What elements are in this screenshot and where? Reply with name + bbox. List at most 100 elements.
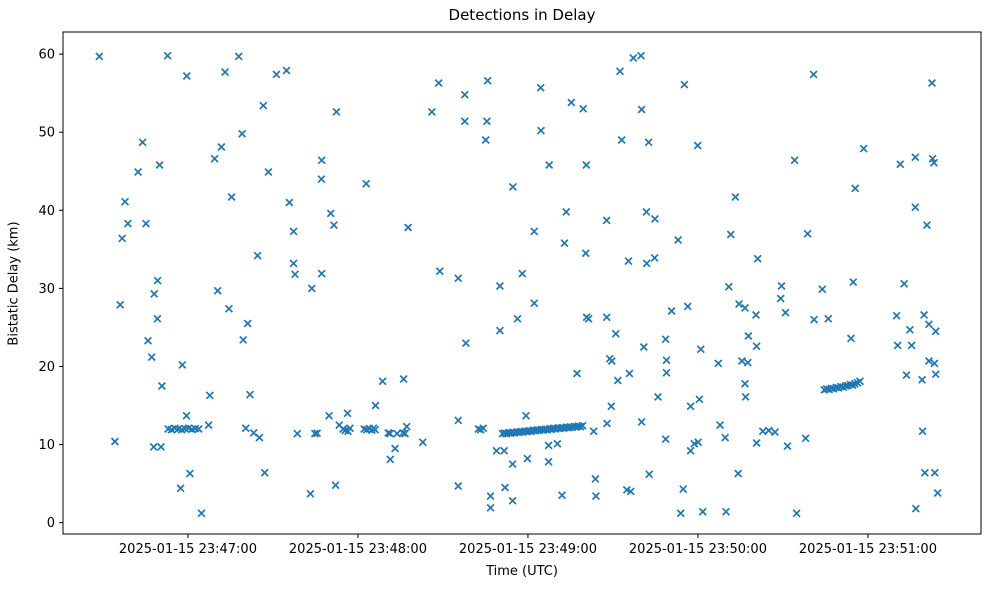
- data-point: [582, 160, 591, 170]
- data-point: [317, 175, 326, 184]
- data-point: [626, 487, 635, 496]
- data-point: [479, 424, 488, 433]
- data-point: [163, 51, 172, 60]
- data-point: [629, 53, 638, 63]
- data-point: [892, 311, 901, 320]
- data-point: [371, 401, 380, 410]
- data-point: [483, 76, 492, 85]
- data-point: [790, 156, 799, 165]
- data-point: [859, 144, 868, 153]
- data-point: [217, 142, 226, 152]
- data-point: [289, 227, 298, 236]
- data-point: [481, 135, 490, 145]
- data-point: [182, 71, 191, 81]
- data-point: [679, 485, 688, 494]
- data-point: [285, 198, 294, 207]
- data-point: [461, 339, 470, 348]
- y-tick-label: 60: [38, 48, 55, 63]
- data-point: [929, 158, 939, 167]
- data-point: [696, 345, 705, 354]
- data-point: [801, 434, 810, 443]
- data-point: [385, 429, 395, 438]
- data-point: [176, 484, 185, 493]
- data-point: [224, 304, 234, 313]
- data-point: [427, 107, 436, 116]
- data-point: [927, 78, 937, 88]
- data-point: [391, 444, 400, 453]
- data-point: [245, 390, 255, 399]
- data-point: [581, 249, 590, 258]
- data-point: [752, 342, 761, 351]
- data-point: [751, 310, 761, 319]
- data-point: [721, 507, 731, 516]
- data-point: [721, 433, 730, 442]
- data-point: [591, 474, 600, 483]
- data-point: [645, 470, 654, 479]
- data-point: [454, 274, 463, 283]
- data-point: [607, 402, 616, 411]
- data-point: [495, 281, 504, 291]
- data-point: [400, 429, 410, 438]
- data-point: [508, 460, 517, 469]
- data-point: [642, 259, 651, 268]
- y-tick-label: 10: [38, 438, 55, 453]
- data-point: [764, 426, 773, 435]
- data-point: [289, 259, 298, 268]
- data-point: [653, 392, 663, 401]
- data-point: [584, 314, 593, 323]
- data-point: [378, 377, 387, 386]
- data-point: [544, 457, 553, 466]
- data-point: [149, 442, 158, 451]
- data-point: [486, 503, 495, 512]
- data-point: [818, 285, 827, 294]
- data-point: [662, 356, 671, 365]
- data-point: [205, 391, 214, 400]
- data-point: [317, 156, 326, 165]
- data-point: [116, 300, 125, 309]
- data-point: [824, 314, 833, 323]
- data-points: [95, 51, 942, 518]
- data-point: [141, 219, 151, 228]
- data-point: [918, 427, 927, 436]
- data-point: [770, 428, 780, 437]
- data-point: [508, 182, 517, 191]
- data-point: [931, 370, 940, 379]
- y-tick-label: 20: [38, 360, 55, 375]
- data-point: [743, 358, 752, 367]
- data-point: [234, 52, 243, 61]
- data-point: [902, 371, 911, 380]
- data-point: [777, 281, 786, 291]
- data-point: [213, 286, 222, 295]
- data-point: [260, 468, 269, 477]
- data-point: [579, 104, 588, 113]
- data-point: [589, 427, 598, 436]
- data-point: [329, 221, 338, 230]
- data-point: [264, 167, 273, 177]
- data-point: [486, 492, 495, 501]
- data-point: [920, 468, 929, 477]
- data-point: [123, 219, 132, 228]
- data-point: [783, 442, 792, 451]
- data-point: [482, 117, 491, 126]
- data-point: [227, 192, 236, 202]
- data-point: [153, 314, 162, 323]
- data-point: [210, 154, 219, 163]
- data-point: [776, 294, 785, 303]
- data-point: [241, 424, 250, 433]
- data-point: [371, 425, 380, 434]
- data-point: [454, 482, 463, 490]
- data-point: [147, 353, 156, 362]
- x-tick-label: 2025-01-15 23:50:00: [629, 542, 767, 557]
- data-point: [716, 421, 725, 430]
- data-point: [530, 299, 539, 308]
- data-point: [454, 416, 463, 425]
- data-point: [386, 455, 395, 464]
- data-point: [194, 424, 203, 434]
- data-point: [753, 254, 762, 263]
- data-point: [602, 313, 611, 322]
- data-point: [849, 278, 858, 287]
- data-point: [781, 308, 790, 317]
- data-point: [204, 421, 213, 430]
- data-point: [150, 289, 159, 298]
- data-point: [521, 411, 531, 420]
